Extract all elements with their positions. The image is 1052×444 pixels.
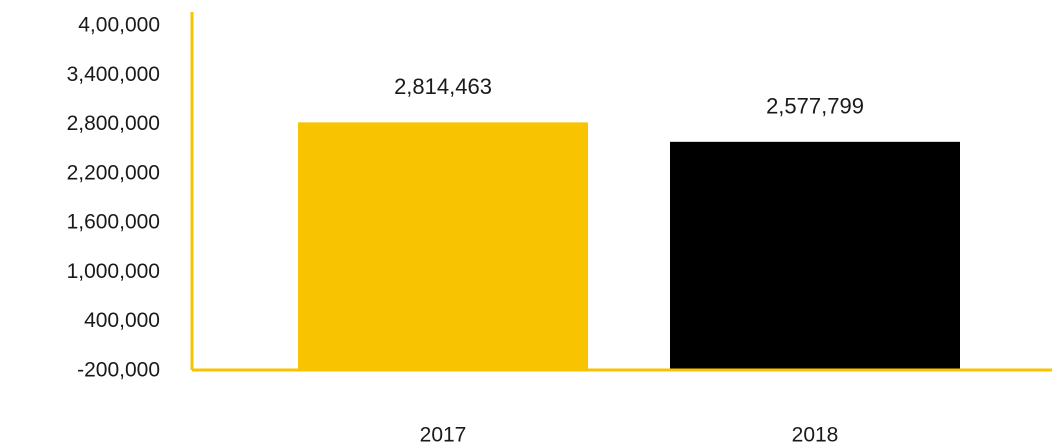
bar-2017 — [298, 122, 588, 371]
x-tick-label-2018: 2018 — [792, 424, 839, 444]
data-label-2018: 2,577,799 — [766, 93, 864, 118]
x-axis-tick-labels: 2017 2018 — [420, 424, 839, 444]
y-tick-label: 2,800,000 — [67, 112, 160, 135]
data-labels: 2,814,463 2,577,799 — [394, 74, 864, 118]
y-tick-label: 3,400,000 — [67, 63, 160, 86]
y-tick-label: 1,600,000 — [67, 211, 160, 234]
y-tick-label: -200,000 — [77, 359, 160, 382]
y-tick-label: 2,200,000 — [67, 161, 160, 184]
y-axis-tick-labels: -200,000 400,000 1,000,000 1,600,000 2,200,0… — [67, 14, 160, 382]
y-tick-label: 1,000,000 — [67, 260, 160, 283]
y-tick-label: 400,000 — [84, 309, 160, 332]
data-label-2017: 2,814,463 — [394, 74, 492, 99]
y-tick-label: 4,00,000 — [78, 14, 160, 37]
bars — [298, 122, 960, 371]
x-tick-label-2017: 2017 — [420, 424, 467, 444]
bar-2018 — [670, 141, 960, 370]
